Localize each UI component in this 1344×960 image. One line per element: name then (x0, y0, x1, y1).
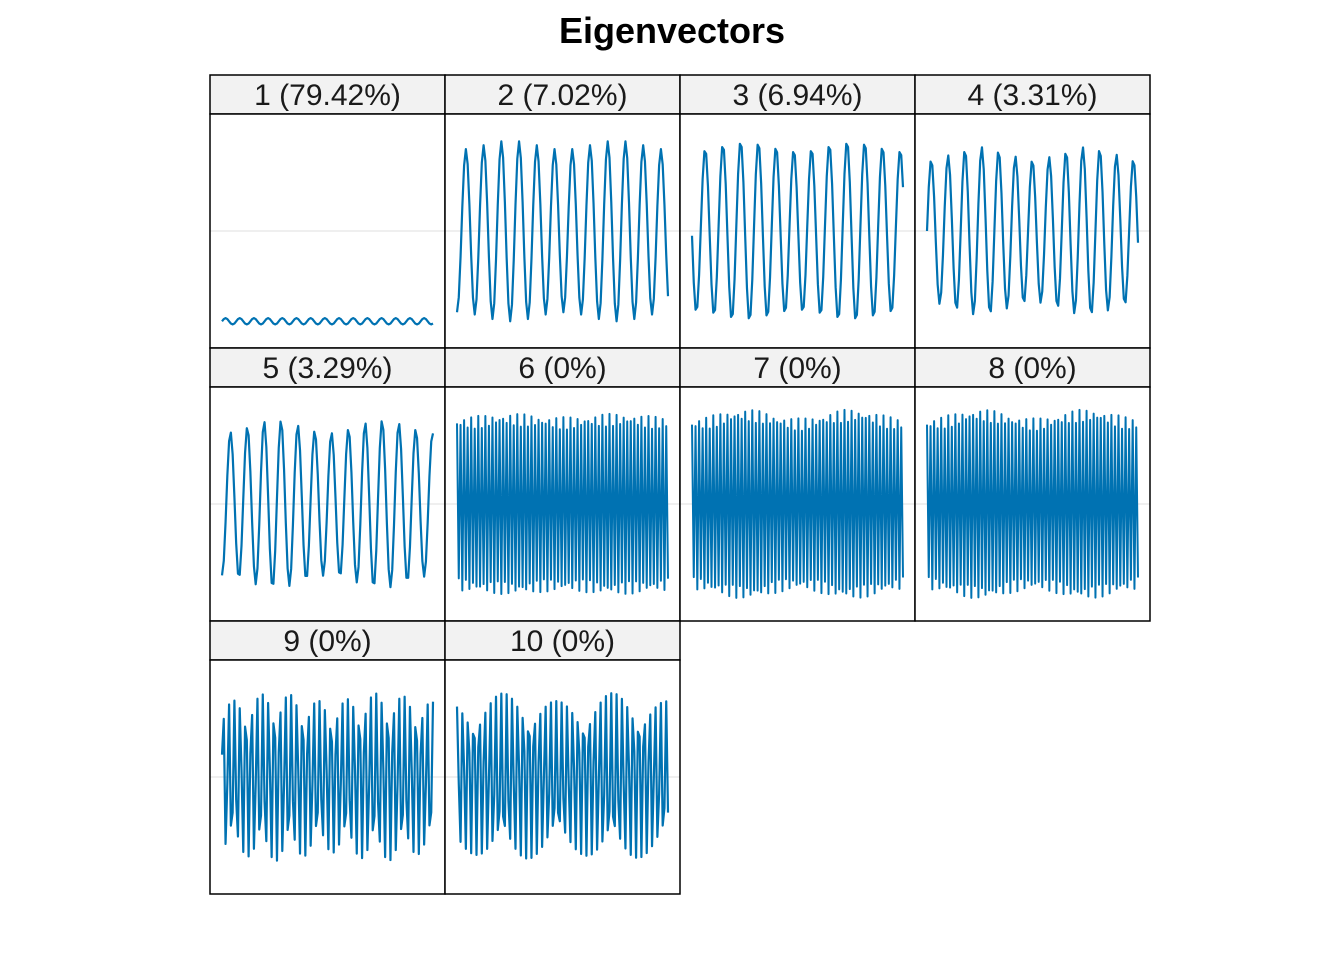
panel-10-series-line (455, 692, 670, 860)
panel-4-strip-label: 4 (3.31%) (967, 79, 1097, 112)
panel-7-series-line (691, 408, 904, 599)
panel-1-strip (209, 74, 446, 115)
chart-title: Eigenvectors (558, 10, 786, 51)
panel-8-strip (914, 347, 1151, 388)
panel-6-strip (444, 347, 681, 388)
panel-7-strip-label: 7 (0%) (753, 352, 841, 385)
panel-2-strip (444, 74, 681, 115)
panel-8-strip-label: 8 (0%) (988, 352, 1076, 385)
panel-8-border (914, 386, 1151, 622)
panel-2-series-line (455, 140, 670, 323)
panel-3-strip-label: 3 (6.94%) (732, 79, 862, 112)
panel-7-strip (679, 347, 916, 388)
panel-5-strip (209, 347, 446, 388)
panel-4-strip (914, 74, 1151, 115)
panel-1-series-line (221, 317, 434, 326)
panel-2-strip-label: 2 (7.02%) (497, 79, 627, 112)
panel-10-border (444, 659, 681, 895)
panel-3-series-line (690, 142, 905, 320)
panel-6-series-line (456, 412, 669, 596)
panel-8-series-line (926, 408, 1139, 599)
panel-9-series-line (220, 692, 435, 862)
panel-1-strip-label: 1 (79.42%) (254, 79, 401, 112)
panel-5-series-line (220, 420, 435, 589)
panel-10-strip-label: 10 (0%) (510, 625, 615, 658)
panel-6-strip-label: 6 (0%) (518, 352, 606, 385)
panel-3-strip (679, 74, 916, 115)
panel-9-strip-label: 9 (0%) (283, 625, 371, 658)
panel-5-strip-label: 5 (3.29%) (262, 352, 392, 385)
panel-4-series-line (925, 146, 1140, 316)
